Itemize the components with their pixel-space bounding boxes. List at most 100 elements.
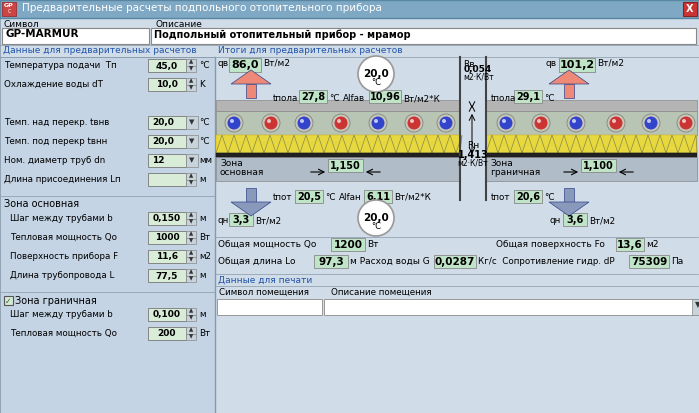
Text: °C: °C — [199, 61, 210, 70]
Circle shape — [612, 119, 616, 123]
Text: Rв: Rв — [463, 60, 475, 69]
Bar — [148, 116, 186, 129]
Bar — [0, 57, 215, 413]
Text: ▼: ▼ — [189, 257, 193, 262]
Bar — [148, 135, 186, 148]
Text: 20,6: 20,6 — [516, 192, 540, 202]
Text: 0,100: 0,100 — [153, 311, 181, 320]
Bar — [581, 159, 616, 172]
Bar — [186, 135, 198, 148]
Polygon shape — [228, 135, 240, 153]
Text: Описание помещения: Описание помещения — [331, 288, 431, 297]
Text: Длина трубопровода L: Длина трубопровода L — [10, 271, 115, 280]
Circle shape — [500, 116, 512, 130]
Text: 29,1: 29,1 — [516, 92, 540, 102]
Text: Предварительные расчеты подпольного отопительного прибора: Предварительные расчеты подпольного отоп… — [22, 3, 382, 13]
Text: ▲: ▲ — [189, 174, 193, 179]
Text: ▼: ▼ — [189, 219, 193, 224]
Bar — [186, 180, 196, 186]
Text: °С: °С — [329, 94, 340, 103]
Bar — [186, 231, 196, 237]
Circle shape — [642, 114, 660, 132]
Bar — [148, 269, 186, 282]
Text: 0,150: 0,150 — [153, 214, 181, 223]
Text: 1,150: 1,150 — [330, 161, 361, 171]
Polygon shape — [396, 135, 408, 153]
Text: Зона граничная: Зона граничная — [15, 296, 96, 306]
Text: °C: °C — [199, 118, 210, 127]
Polygon shape — [360, 135, 372, 153]
Polygon shape — [486, 135, 498, 153]
Polygon shape — [522, 135, 534, 153]
Text: Поверхность прибора F: Поверхность прибора F — [10, 252, 118, 261]
Bar — [186, 78, 196, 85]
Text: 77,5: 77,5 — [156, 271, 178, 280]
Bar — [217, 299, 322, 315]
Circle shape — [369, 114, 387, 132]
Circle shape — [572, 119, 576, 123]
Bar — [364, 190, 392, 203]
Polygon shape — [408, 135, 420, 153]
Bar — [148, 173, 186, 186]
Bar — [186, 275, 196, 282]
Text: 97,3: 97,3 — [318, 257, 344, 267]
Circle shape — [298, 116, 310, 130]
Text: Вт/м2*К: Вт/м2*К — [394, 193, 431, 202]
Text: 20,0: 20,0 — [363, 69, 389, 79]
Text: ▼: ▼ — [695, 300, 699, 309]
Bar — [186, 116, 198, 129]
Text: C: C — [7, 9, 10, 14]
Polygon shape — [690, 135, 697, 153]
Text: °C: °C — [199, 137, 210, 146]
Text: ▼: ▼ — [189, 119, 195, 126]
Text: 10,96: 10,96 — [370, 92, 401, 102]
Text: Ном. диаметр труб dn: Ном. диаметр труб dn — [4, 156, 106, 165]
Text: ▲: ▲ — [189, 251, 193, 256]
Bar — [229, 58, 261, 72]
Text: Зона основная: Зона основная — [4, 199, 79, 209]
Text: основная: основная — [220, 168, 264, 177]
Text: Температура подачи  Тп: Температура подачи Тп — [4, 61, 117, 70]
Text: 11,6: 11,6 — [156, 252, 178, 261]
Bar — [514, 190, 542, 203]
Text: Зона: Зона — [490, 159, 513, 168]
Bar — [186, 250, 196, 256]
Text: ▼: ▼ — [189, 276, 193, 281]
Circle shape — [225, 114, 243, 132]
Bar — [148, 250, 186, 263]
Polygon shape — [678, 135, 690, 153]
Circle shape — [405, 114, 423, 132]
Polygon shape — [582, 135, 594, 153]
Text: 10,0: 10,0 — [156, 81, 178, 90]
Circle shape — [682, 119, 686, 123]
Circle shape — [607, 114, 625, 132]
Text: ▼: ▼ — [189, 85, 193, 90]
Polygon shape — [444, 135, 456, 153]
Circle shape — [410, 119, 414, 123]
Bar — [486, 100, 697, 111]
Bar — [216, 157, 460, 181]
Text: Общая поверхность Fo: Общая поверхность Fo — [496, 240, 605, 249]
Text: qв: qв — [218, 59, 229, 68]
Text: K: K — [199, 80, 205, 89]
Circle shape — [267, 119, 271, 123]
Text: Данные для печати: Данные для печати — [218, 276, 312, 285]
Polygon shape — [264, 135, 276, 153]
Circle shape — [537, 119, 541, 123]
Text: мм: мм — [199, 156, 212, 165]
Polygon shape — [666, 135, 678, 153]
Text: ▲: ▲ — [189, 60, 193, 65]
Text: ▲: ▲ — [189, 309, 193, 314]
Bar — [186, 59, 196, 66]
Bar — [148, 59, 186, 72]
Polygon shape — [546, 135, 558, 153]
Circle shape — [371, 116, 384, 130]
Bar — [369, 90, 401, 103]
Text: 45,0: 45,0 — [156, 62, 178, 71]
Text: Данные для предварительных расчетов: Данные для предварительных расчетов — [3, 46, 196, 55]
Text: 20,0: 20,0 — [152, 137, 174, 146]
Text: Подпольный отопительный прибор - мрамор: Подпольный отопительный прибор - мрамор — [154, 29, 410, 40]
Polygon shape — [654, 135, 666, 153]
Text: Вт/м2: Вт/м2 — [255, 216, 281, 225]
Bar — [559, 58, 595, 72]
